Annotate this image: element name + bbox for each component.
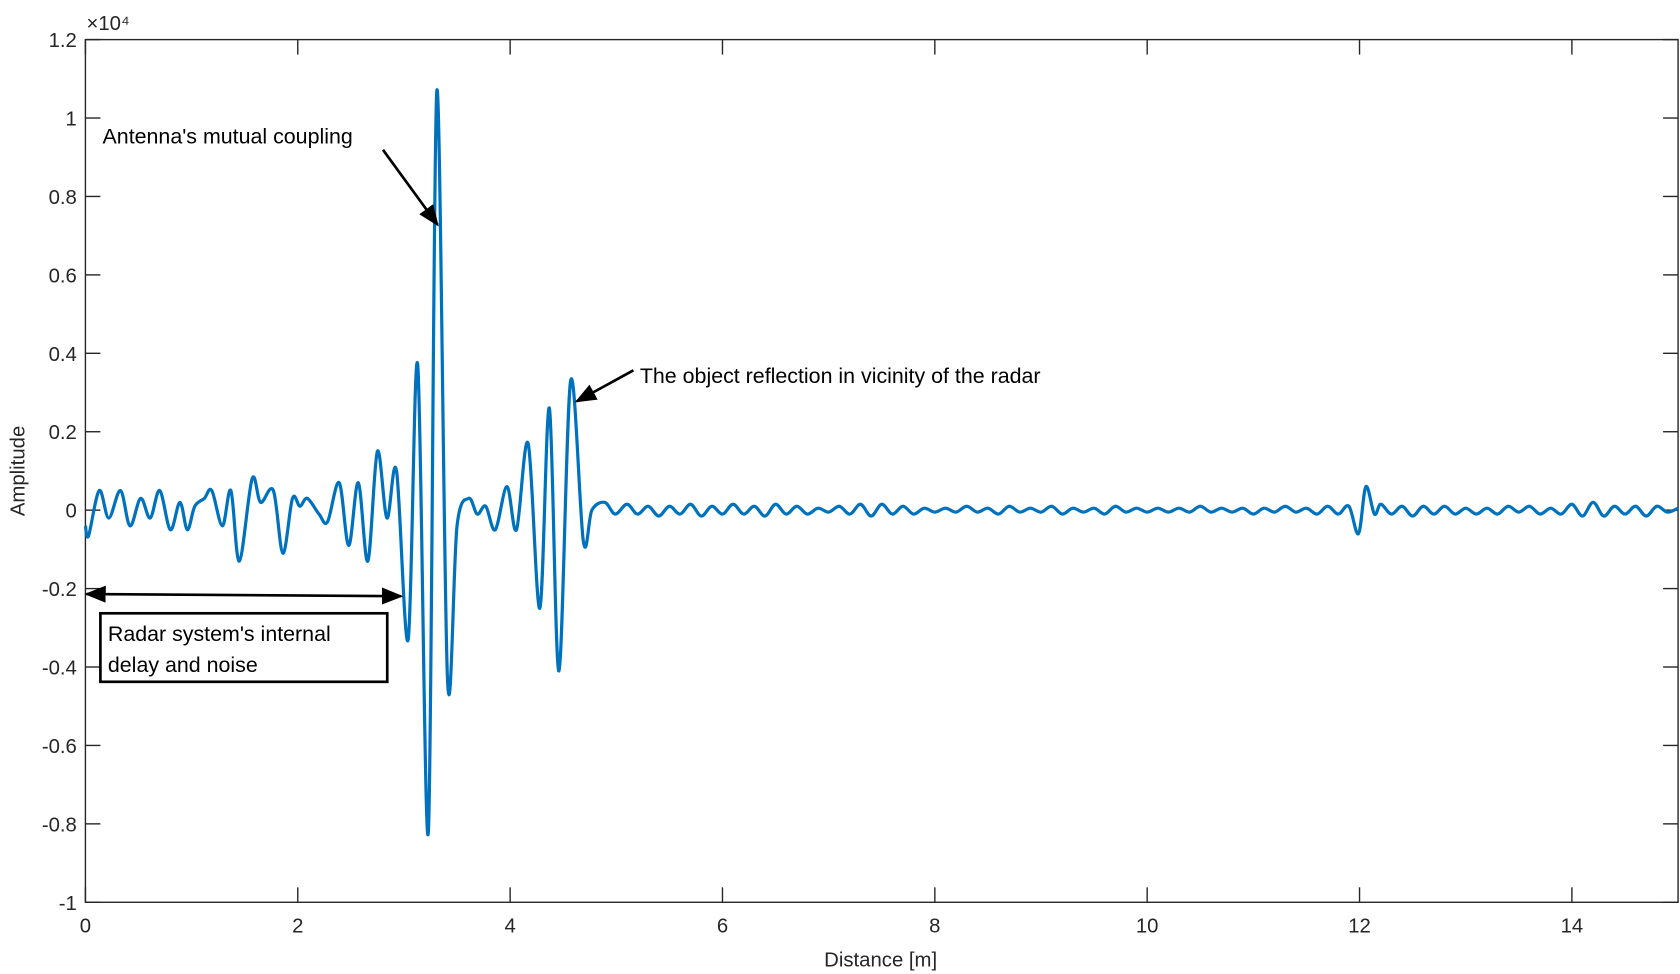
annotation: delay and noise [108,653,258,677]
y-tick-label: 0.2 [49,422,77,444]
annotation-arrow [574,369,635,403]
y-tick-label: -1 [59,893,77,915]
y-tick-label: -0.8 [42,814,77,836]
x-tick-label: 8 [929,915,940,937]
y-tick-label: 0.8 [49,187,77,209]
y-tick-label: 1.2 [49,30,77,52]
data-line [83,88,1679,837]
x-tick-label: 14 [1561,915,1584,937]
annotation-box [99,611,389,684]
x-axis-label: Distance [m] [824,950,937,972]
y-tick-label: 1 [66,109,77,131]
annotation: Antenna's mutual coupling [103,124,353,148]
x-tick-label: 0 [80,915,91,937]
annotation: Radar system's internal [108,622,331,646]
y-tick-label: -0.4 [42,658,77,680]
y-tick-label: 0.6 [49,265,77,287]
y-tick-label: -0.2 [42,579,77,601]
x-tick-label: 10 [1136,915,1159,937]
y-tick-label: 0.4 [49,344,77,366]
y-axis-label: Amplitude [7,426,29,516]
annotation-arrow [381,149,439,227]
plot-frame [84,38,1679,903]
x-tick-label: 2 [292,915,303,937]
y-tick-label: -0.6 [42,736,77,758]
y-scale-label: ×10⁴ [86,13,129,35]
y-tick-label: 0 [66,501,77,523]
x-tick-label: 6 [717,915,728,937]
x-tick-label: 4 [504,915,515,937]
annotation: The object reflection in vicinity of the… [640,364,1041,388]
x-tick-label: 12 [1348,915,1371,937]
annotation-arrow [84,585,404,605]
